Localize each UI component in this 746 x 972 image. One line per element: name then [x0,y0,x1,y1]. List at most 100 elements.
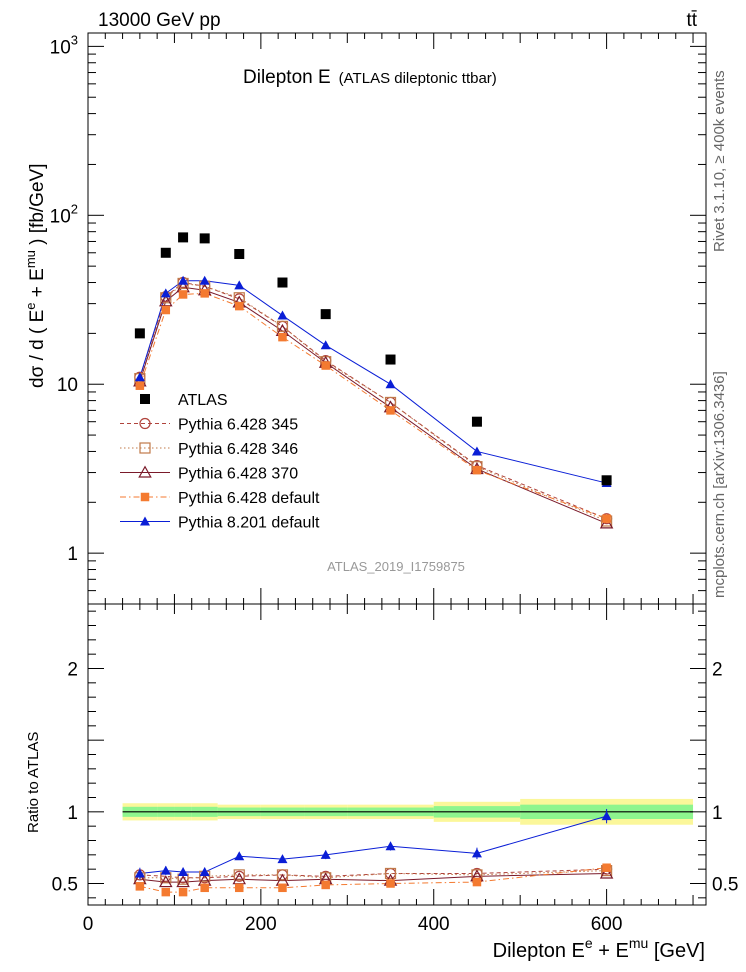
point-marker [140,516,150,526]
point-marker [138,465,152,478]
point-marker [159,875,173,888]
point-marker [160,288,171,298]
point-marker [471,446,482,456]
point-marker [278,883,287,893]
point-marker [277,310,288,320]
y-tick-label: 1 [67,544,78,565]
atlas-data-point [134,328,145,339]
legend-label: ATLAS [178,392,228,409]
rivet-label: Rivet 3.1.10, ≥ 400k events [711,70,728,252]
point-marker [233,869,245,881]
point-marker [176,875,190,888]
point-marker [320,340,331,350]
ratio-line [139,867,607,893]
point-marker [384,867,397,880]
point-marker [199,275,210,285]
point-marker [160,865,171,875]
legend-label: Pythia 6.428 345 [178,417,298,434]
point-marker [599,866,614,879]
ratio-tick-label-left: 2 [67,660,78,681]
atlas-data-point [199,233,210,244]
ratio-frame [87,603,707,906]
y-tick-label: 103 [50,32,78,58]
point-marker [159,294,173,307]
point-marker [385,841,396,851]
legend-label: Pythia 6.428 default [178,490,320,507]
legend: ATLAS Pythia 6.428 345 Pythia 6.428 346 Pyt… [120,392,320,532]
ratio-tick-label-right: 1 [712,803,723,824]
atlas-data-point [178,232,189,243]
point-marker [385,379,396,389]
legend-label: Pythia 6.428 370 [178,466,298,483]
analysis-label: ATLAS_2019_I1759875 [327,559,465,574]
point-marker [386,879,395,888]
ratio-line [139,815,607,874]
ratio-y-axis-label: Ratio to ATLAS [25,732,42,833]
y-tick-label: 10 [57,375,78,396]
point-marker [178,290,188,299]
point-marker [178,867,189,877]
point-marker [200,883,209,893]
mcplots-label: mcplots.cern.ch [arXiv:1306.3436] [711,371,728,598]
point-marker [140,492,150,502]
point-marker [321,361,330,370]
atlas-data-point [471,416,482,427]
point-marker [278,332,287,342]
series-line [139,282,607,522]
atlas-data-point [320,309,331,320]
point-marker [601,811,612,821]
ratio-tick-label-left: 0.5 [52,875,78,896]
point-marker [235,301,244,311]
point-marker [161,887,171,897]
point-marker [234,280,245,290]
x-axis-label: Dilepton Ee + Emu [GeV] [493,935,705,962]
point-marker [471,848,482,858]
chart-title: Dilepton E (ATLAS dileptonic ttbar) [243,67,497,88]
ratio-line [139,870,607,880]
series-line [139,286,607,524]
point-marker [235,883,244,893]
atlas-data-point [140,394,150,404]
point-marker [602,514,611,523]
point-marker [472,465,482,475]
point-marker [234,851,245,861]
point-marker [472,877,482,887]
atlas-data-point [234,249,245,260]
atlas-data-point [277,277,288,288]
point-marker [200,289,209,298]
point-marker [134,868,145,878]
point-marker [321,880,330,890]
point-marker [276,869,289,881]
series-line [139,281,607,520]
point-marker [199,867,210,877]
point-marker [139,442,151,454]
ratio-lines [139,815,607,893]
point-marker [161,305,171,315]
point-marker [135,381,145,390]
atlas-data-point [160,247,171,258]
point-marker [276,320,289,332]
process-label: tt̄ [686,10,697,31]
legend-label: Pythia 6.428 346 [178,441,298,458]
x-tick-label: 600 [591,914,623,935]
ratio-line [139,868,607,879]
point-marker [602,863,611,872]
ratio-line [139,872,607,883]
point-marker [320,849,331,859]
point-marker [139,417,151,430]
legend-label: Pythia 8.201 default [178,515,320,532]
ratio-tick-label-right: 0.5 [712,875,738,896]
data-markers [133,232,614,897]
axes: 0 200 400 600 1 10 102 103 0.5 0.5 1 1 2 2 [50,32,739,935]
atlas-uncertainty-bands [122,798,694,825]
atlas-data-point [601,475,612,486]
x-tick-label: 400 [418,914,450,935]
x-tick-label: 0 [83,914,94,935]
chart-subtitle: (ATLAS dileptonic ttbar) [339,70,497,87]
point-marker [135,882,145,891]
atlas-data-point [385,354,396,365]
y-tick-label: 102 [50,201,78,227]
energy-label: 13000 GeV pp [98,10,221,31]
point-marker [134,372,145,382]
